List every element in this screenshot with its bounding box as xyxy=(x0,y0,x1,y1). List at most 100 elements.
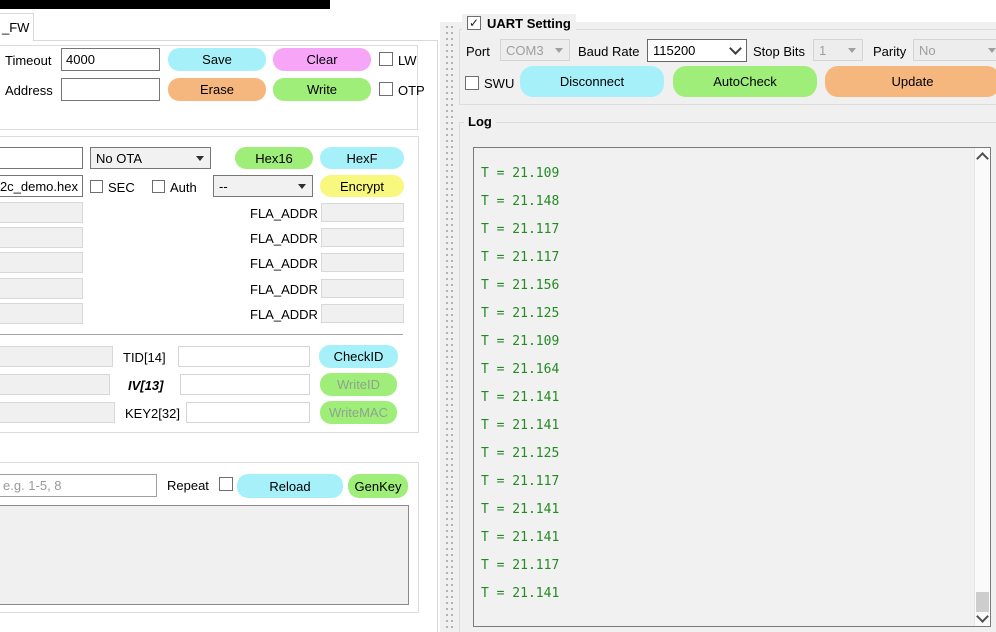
key2-input[interactable] xyxy=(186,402,310,423)
write-button[interactable]: Write xyxy=(273,78,371,101)
parity-value: No xyxy=(919,42,936,58)
checkid-button[interactable]: CheckID xyxy=(319,345,398,368)
uart-groupbox xyxy=(459,29,996,105)
splitter-dots xyxy=(451,26,453,628)
key2-source-field xyxy=(0,402,115,423)
uart-setting-checkbox[interactable]: ✓ xyxy=(467,16,481,30)
iv-label: IV[13] xyxy=(128,378,164,393)
update-button[interactable]: Update xyxy=(825,66,996,97)
checkmark-icon: ✓ xyxy=(468,16,480,30)
tid-input[interactable] xyxy=(178,346,310,367)
save-button[interactable]: Save xyxy=(168,48,266,71)
scroll-thumb[interactable] xyxy=(976,592,989,612)
log-line: T = 21.109 xyxy=(481,166,560,181)
stop-bits-label: Stop Bits xyxy=(753,44,806,59)
lw-label: LW xyxy=(398,53,417,68)
fla-addr-label: FLA_ADDR xyxy=(250,282,318,297)
dropdown-arrow-icon xyxy=(988,47,996,53)
log-title: Log xyxy=(464,114,496,129)
fla-addr-field xyxy=(321,253,404,272)
key2-label: KEY2[32] xyxy=(125,406,180,421)
fla-addr-label: FLA_ADDR xyxy=(250,307,318,322)
log-line: T = 21.141 xyxy=(481,502,560,517)
log-line: T = 21.125 xyxy=(481,446,560,461)
log-line: T = 21.117 xyxy=(481,250,560,265)
baud-rate-value: 115200 xyxy=(653,43,696,58)
title-bar-strip xyxy=(0,0,330,9)
otp-label: OTP xyxy=(398,83,425,98)
dropdown-arrow-icon xyxy=(196,155,204,161)
hexf-button[interactable]: HexF xyxy=(320,147,404,169)
log-lines: T = 21.109 T = 21.148 T = 21.117 T = 21.… xyxy=(474,148,990,608)
iv-input[interactable] xyxy=(180,374,310,395)
log-line: T = 21.141 xyxy=(481,390,560,405)
scroll-up-button[interactable] xyxy=(975,148,990,165)
tab-fw[interactable]: _FW xyxy=(0,13,34,41)
log-scrollbar[interactable] xyxy=(974,148,990,626)
repeat-label: Repeat xyxy=(167,478,209,493)
ota-select-value: No OTA xyxy=(96,150,142,166)
address-label: Address xyxy=(5,83,53,98)
tab-fw-label: _FW xyxy=(2,20,30,35)
fla-addr-label: FLA_ADDR xyxy=(250,256,318,271)
fla-addr-label: FLA_ADDR xyxy=(250,206,318,221)
log-line: T = 21.109 xyxy=(481,334,560,349)
clear-button[interactable]: Clear xyxy=(273,48,371,71)
log-line: T = 21.156 xyxy=(481,278,560,293)
panel-splitter[interactable] xyxy=(444,22,456,632)
address-input[interactable] xyxy=(61,78,160,101)
tid-label: TID[14] xyxy=(123,350,166,365)
otp-checkbox[interactable] xyxy=(379,82,393,96)
sec-checkbox[interactable] xyxy=(90,180,103,193)
reload-button[interactable]: Reload xyxy=(237,474,343,498)
autocheck-button[interactable]: AutoCheck xyxy=(673,66,817,97)
log-line: T = 21.164 xyxy=(481,362,560,377)
range-input[interactable] xyxy=(0,474,157,497)
log-line: T = 21.117 xyxy=(481,222,560,237)
log-textarea[interactable]: T = 21.109 T = 21.148 T = 21.117 T = 21.… xyxy=(473,147,991,627)
erase-button[interactable]: Erase xyxy=(168,78,266,101)
port-select-value: COM3 xyxy=(506,42,544,58)
dropdown-arrow-icon xyxy=(298,183,306,189)
disconnect-button[interactable]: Disconnect xyxy=(520,66,664,97)
flash-groupbox xyxy=(0,45,418,130)
writemac-button[interactable]: WriteMAC xyxy=(320,401,397,424)
dropdown-arrow-icon xyxy=(848,47,856,53)
scroll-down-button[interactable] xyxy=(975,609,990,626)
file-path-input[interactable] xyxy=(0,147,83,169)
fla-file-field xyxy=(0,202,83,223)
auth-checkbox[interactable] xyxy=(152,180,165,193)
fla-file-field xyxy=(0,227,83,248)
port-select: COM3 xyxy=(500,39,570,61)
log-line: T = 21.117 xyxy=(481,474,560,489)
tid-source-field xyxy=(0,346,113,367)
encryption-select[interactable]: -- xyxy=(213,175,313,197)
repeat-checkbox[interactable] xyxy=(219,477,233,491)
uart-group-header: ✓ UART Setting xyxy=(462,14,576,32)
encrypt-button[interactable]: Encrypt xyxy=(320,175,404,197)
timeout-input[interactable] xyxy=(61,48,160,71)
iv-source-field xyxy=(0,374,110,395)
auth-label: Auth xyxy=(170,180,197,195)
swu-checkbox[interactable] xyxy=(465,76,479,90)
parity-select: No xyxy=(913,39,996,61)
genkey-button[interactable]: GenKey xyxy=(348,474,408,498)
lw-checkbox[interactable] xyxy=(379,52,393,66)
file-groupbox xyxy=(0,136,419,433)
log-line: T = 21.148 xyxy=(481,194,560,209)
fla-addr-label: FLA_ADDR xyxy=(250,231,318,246)
section-separator xyxy=(0,334,403,335)
ota-select[interactable]: No OTA xyxy=(90,147,211,169)
parity-label: Parity xyxy=(873,44,907,59)
hex-file-input[interactable] xyxy=(0,175,83,197)
encryption-select-value: -- xyxy=(219,178,228,194)
baud-rate-select[interactable]: 115200 xyxy=(647,39,747,62)
scroll-up-icon xyxy=(976,151,989,165)
writeid-button[interactable]: WriteID xyxy=(320,373,397,396)
swu-label: SWU xyxy=(484,76,515,91)
key-list-area[interactable] xyxy=(0,505,409,605)
fla-file-field xyxy=(0,252,83,273)
hex16-button[interactable]: Hex16 xyxy=(235,147,313,169)
stop-bits-select: 1 xyxy=(813,39,863,61)
